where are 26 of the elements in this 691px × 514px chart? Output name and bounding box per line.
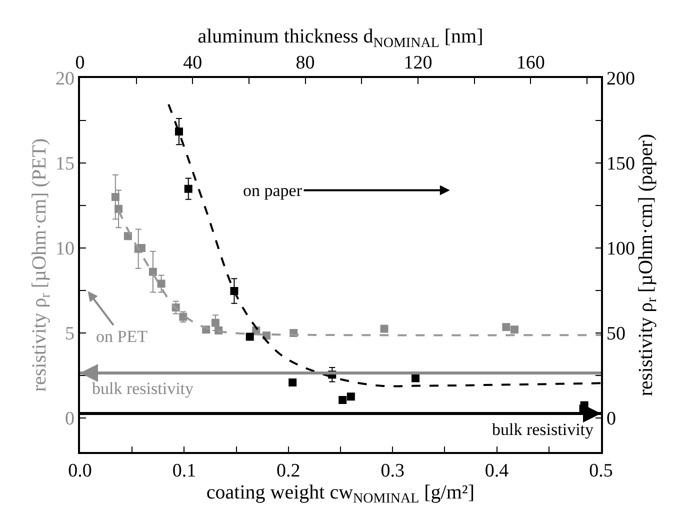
legend-label: bulk resistivity [492,420,594,439]
x2-tick-label: 120 [404,52,432,74]
x2-tick-label: 160 [516,52,545,74]
x2-tick-label: 80 [296,52,315,74]
y2-tick-label: 0 [606,408,616,430]
x-tick-label: 0.5 [589,460,613,482]
x2-tick-label: 40 [183,52,202,74]
annotation: on PET [96,327,148,346]
y-tick-label: 10 [55,238,74,260]
x-tick-label: 0.0 [68,460,92,482]
y-tick-label: 20 [55,68,74,90]
x-tick-label: 0.2 [276,460,300,482]
y2-tick-label: 50 [606,324,626,345]
y2-tick-label: 100 [606,238,636,260]
y-tick-label: 15 [55,154,74,175]
legend-label: bulk resistivity [92,379,194,398]
annotation: on paper [243,181,302,200]
x-tick-label: 0.4 [484,460,510,482]
x2-axis-title: aluminum thickness d$_{NOMINAL}$ [nm] [198,26,484,51]
x-axis-title: coating weight cw$_{NOMINAL}$ [g/m²] [206,482,475,507]
x-tick-label: 0.3 [380,460,404,482]
y-tick-label: 5 [64,324,74,345]
y-tick-label: 0 [64,408,74,430]
x-tick-label: 0.1 [172,460,196,482]
y2-tick-label: 150 [606,154,636,175]
y2-tick-label: 200 [606,68,636,90]
